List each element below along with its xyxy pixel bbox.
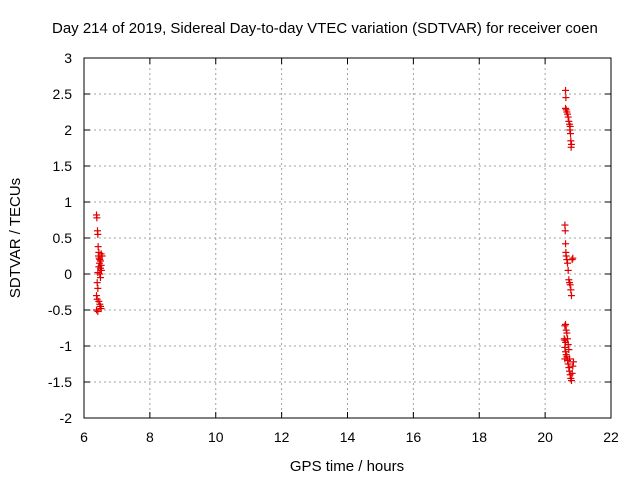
data-point (569, 254, 577, 262)
y-tick-label: 1 (64, 194, 72, 210)
data-point (565, 346, 573, 354)
data-point (567, 286, 575, 294)
data-point (568, 369, 576, 377)
data-point (562, 252, 570, 260)
data-point (93, 279, 101, 287)
y-axis-label: SDTVAR / TECUs (7, 178, 24, 298)
y-tick-label: 0 (64, 266, 72, 282)
y-tick-label: 3 (64, 50, 72, 66)
data-point (561, 343, 569, 351)
x-tick-label: 12 (274, 429, 290, 445)
data-point (94, 284, 102, 292)
data-point (567, 143, 575, 151)
data-point (564, 266, 572, 274)
x-tick-label: 20 (537, 429, 553, 445)
data-point (562, 320, 570, 328)
data-points (93, 86, 577, 385)
x-tick-label: 14 (340, 429, 356, 445)
y-tick-label: -2 (60, 410, 73, 426)
data-point (97, 266, 105, 274)
grid (84, 58, 611, 418)
y-tick-label: 2.5 (53, 86, 73, 102)
data-point (562, 104, 570, 112)
data-point (562, 94, 570, 102)
data-point (564, 335, 572, 343)
data-point (565, 355, 573, 363)
data-point (569, 362, 577, 370)
data-point (561, 322, 569, 330)
y-tick-label: 2 (64, 122, 72, 138)
data-point (566, 281, 574, 289)
y-tick-label: -1 (60, 338, 73, 354)
data-point (96, 270, 104, 278)
data-point (566, 126, 574, 134)
x-tick-label: 22 (603, 429, 619, 445)
x-tick-label: 18 (471, 429, 487, 445)
data-point (567, 292, 575, 300)
data-point (567, 137, 575, 145)
data-point (569, 358, 577, 366)
y-tick-label: -1.5 (48, 374, 72, 390)
data-point (564, 113, 572, 121)
data-point (93, 214, 101, 222)
data-point (93, 292, 101, 300)
x-tick-label: 8 (146, 429, 154, 445)
data-point (562, 240, 570, 248)
data-point (95, 263, 103, 271)
data-point (568, 256, 576, 264)
data-point (97, 250, 105, 258)
data-point (96, 274, 104, 282)
data-point (562, 86, 570, 94)
x-tick-label: 16 (406, 429, 422, 445)
data-point (93, 306, 101, 314)
x-axis-label: GPS time / hours (290, 458, 404, 475)
y-tick-label: 0.5 (53, 230, 73, 246)
data-point (94, 243, 102, 251)
y-tick-label: -0.5 (48, 302, 72, 318)
x-tick-label: 10 (208, 429, 224, 445)
chart-title: Day 214 of 2019, Sidereal Day-to-day VTE… (52, 20, 598, 37)
y-tick-label: 1.5 (53, 158, 73, 174)
data-point (94, 307, 102, 315)
data-point (566, 130, 574, 138)
data-point (563, 329, 571, 337)
axis-ticks: 6 8 10 12 14 16 18 20 22 -2 -1.5 -1 -0.5 0 0.5 1 1.5 2 2.5… (48, 50, 619, 445)
data-point (565, 364, 573, 372)
data-point (94, 230, 102, 238)
data-point (564, 259, 572, 267)
x-tick-label: 6 (80, 429, 88, 445)
data-point (567, 377, 575, 385)
data-point (561, 227, 569, 235)
data-point (564, 360, 572, 368)
